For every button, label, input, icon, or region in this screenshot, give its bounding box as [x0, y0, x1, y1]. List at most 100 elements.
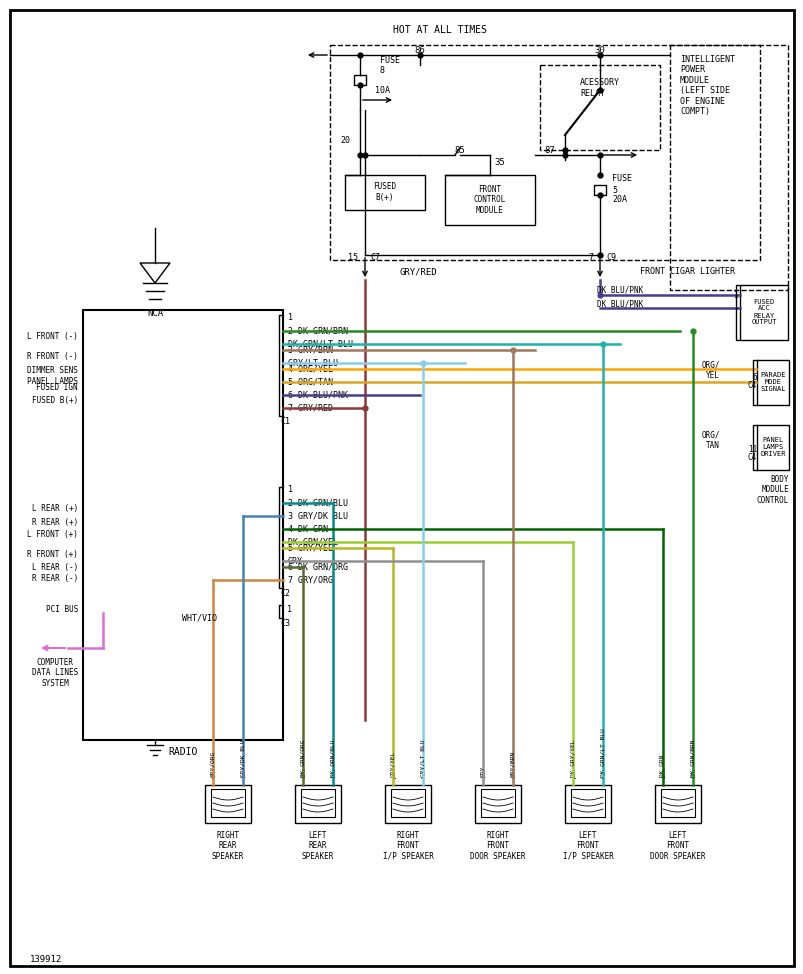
Text: DK GRN/YEL: DK GRN/YEL: [287, 538, 337, 546]
Text: 86: 86: [414, 46, 425, 55]
Text: C3: C3: [279, 619, 290, 628]
Text: FUSE: FUSE: [380, 56, 400, 64]
Text: RADIO: RADIO: [168, 747, 198, 757]
Text: 3 GRY/DK BLU: 3 GRY/DK BLU: [287, 511, 348, 520]
Text: DK BLU/PNK: DK BLU/PNK: [596, 299, 642, 309]
Bar: [756, 360, 788, 405]
Text: 4 ORG/YEL: 4 ORG/YEL: [287, 364, 332, 373]
Text: GRY/BRN: GRY/BRN: [510, 751, 515, 777]
Text: 1: 1: [732, 291, 737, 301]
Text: 85: 85: [454, 145, 465, 155]
Text: L FRONT (+): L FRONT (+): [27, 531, 78, 540]
Text: FUSED
ACC
RELAY
OUTPUT: FUSED ACC RELAY OUTPUT: [750, 298, 776, 325]
Bar: [344, 175, 425, 210]
Text: 5 GRY/YEL: 5 GRY/YEL: [287, 543, 332, 552]
Text: RIGHT
FRONT
I/P SPEAKER: RIGHT FRONT I/P SPEAKER: [382, 831, 433, 861]
Text: DIMMER SENS
PANEL LAMPS: DIMMER SENS PANEL LAMPS: [27, 366, 78, 386]
Text: 20: 20: [340, 135, 349, 144]
Text: C2: C2: [279, 589, 290, 598]
Text: 1: 1: [287, 485, 292, 495]
Bar: [654, 785, 700, 823]
Text: RIGHT
FRONT
DOOR SPEAKER: RIGHT FRONT DOOR SPEAKER: [470, 831, 525, 861]
Text: 6: 6: [510, 772, 515, 781]
Text: R FRONT (+): R FRONT (+): [27, 549, 78, 558]
Text: 35: 35: [494, 158, 505, 167]
Text: FUSED
B(+): FUSED B(+): [373, 182, 396, 202]
Text: DK BLU/PNK: DK BLU/PNK: [596, 285, 642, 294]
Text: NCA: NCA: [147, 309, 163, 318]
Text: LEFT
FRONT
DOOR SPEAKER: LEFT FRONT DOOR SPEAKER: [650, 831, 705, 861]
Text: 30: 30: [594, 46, 605, 55]
Bar: [739, 285, 787, 340]
Bar: [593, 185, 605, 195]
Text: FUSED B(+): FUSED B(+): [31, 396, 78, 405]
Text: DK GRN: DK GRN: [660, 755, 665, 777]
Text: RIGHT
REAR
SPEAKER: RIGHT REAR SPEAKER: [211, 831, 244, 861]
Bar: [669, 45, 787, 290]
Text: 6: 6: [210, 772, 215, 781]
Text: LEFT
REAR
SPEAKER: LEFT REAR SPEAKER: [301, 831, 334, 861]
Text: C1: C1: [279, 418, 290, 427]
Text: WHT/VIO: WHT/VIO: [182, 614, 218, 622]
Text: FUSE: FUSE: [611, 173, 631, 182]
Text: 2: 2: [420, 772, 425, 781]
Text: 4: 4: [330, 772, 335, 781]
Text: 1: 1: [390, 772, 395, 781]
Text: 20A: 20A: [611, 196, 626, 205]
Text: 10A: 10A: [374, 86, 389, 94]
Text: DK ORN/BLU: DK ORN/BLU: [330, 739, 335, 777]
Text: 11: 11: [747, 445, 756, 455]
Text: GRY/LT BLU: GRY/LT BLU: [420, 739, 425, 777]
Text: 6: 6: [300, 772, 305, 781]
Bar: [475, 785, 520, 823]
Text: 5 ORG/TAN: 5 ORG/TAN: [287, 378, 332, 387]
Bar: [210, 789, 245, 817]
Bar: [480, 789, 515, 817]
Bar: [385, 785, 430, 823]
Text: 6: 6: [752, 372, 756, 382]
Text: L REAR (-)
R REAR (-): L REAR (-) R REAR (-): [31, 563, 78, 582]
Text: HOT AT ALL TIMES: HOT AT ALL TIMES: [393, 25, 487, 35]
Bar: [329, 45, 759, 260]
Text: C7: C7: [369, 253, 380, 263]
Text: 3 GRY/BRN: 3 GRY/BRN: [287, 346, 332, 355]
Bar: [83, 310, 283, 740]
Text: ACESSORY
RELAY: ACESSORY RELAY: [579, 78, 619, 97]
Text: DK GRN/LT BLU: DK GRN/LT BLU: [600, 729, 605, 777]
Bar: [353, 75, 365, 85]
Text: 1: 1: [287, 314, 292, 322]
Bar: [660, 789, 694, 817]
Text: L FRONT (-): L FRONT (-): [27, 332, 78, 342]
Text: ORG/
YEL: ORG/ YEL: [701, 360, 719, 380]
Text: C4: C4: [747, 381, 756, 390]
Text: COMPUTER
DATA LINES
SYSTEM: COMPUTER DATA LINES SYSTEM: [32, 658, 78, 688]
Bar: [565, 785, 610, 823]
Text: DK GRY/YEL: DK GRY/YEL: [570, 739, 575, 777]
Text: 4: 4: [480, 772, 485, 781]
Text: 139912: 139912: [30, 955, 62, 964]
Text: 5: 5: [611, 185, 616, 195]
Text: 7 GRY/RED: 7 GRY/RED: [287, 403, 332, 413]
Text: GRY: GRY: [480, 766, 485, 777]
Text: 8: 8: [380, 65, 385, 74]
Text: FRONT
CONTROL
MODULE: FRONT CONTROL MODULE: [473, 185, 506, 215]
Text: 6 DK BLU/PNK: 6 DK BLU/PNK: [287, 391, 348, 399]
Bar: [295, 785, 340, 823]
Text: INTELLIGENT
POWER
MODULE
(LEFT SIDE
OF ENGINE
COMPT): INTELLIGENT POWER MODULE (LEFT SIDE OF E…: [679, 55, 734, 116]
Text: 4 DK GRN: 4 DK GRN: [287, 525, 328, 534]
Text: C4: C4: [747, 454, 756, 463]
Bar: [205, 785, 251, 823]
Text: ORG/
TAN: ORG/ TAN: [701, 431, 719, 450]
Text: BODY
MODULE
CONTROL: BODY MODULE CONTROL: [756, 475, 788, 505]
Text: GRY: GRY: [287, 556, 303, 566]
Text: 87: 87: [544, 145, 554, 155]
Text: 6 DK GRN/ORG: 6 DK GRN/ORG: [287, 563, 348, 572]
Text: 7: 7: [587, 253, 593, 263]
Text: DK GRN/BRN: DK GRN/BRN: [690, 739, 695, 777]
Text: L REAR (+): L REAR (+): [31, 505, 78, 513]
Bar: [444, 175, 534, 225]
Text: PCI BUS: PCI BUS: [46, 606, 78, 615]
Text: 2 DK GRN/BLU: 2 DK GRN/BLU: [287, 499, 348, 507]
Bar: [756, 425, 788, 470]
Text: 2: 2: [600, 772, 605, 781]
